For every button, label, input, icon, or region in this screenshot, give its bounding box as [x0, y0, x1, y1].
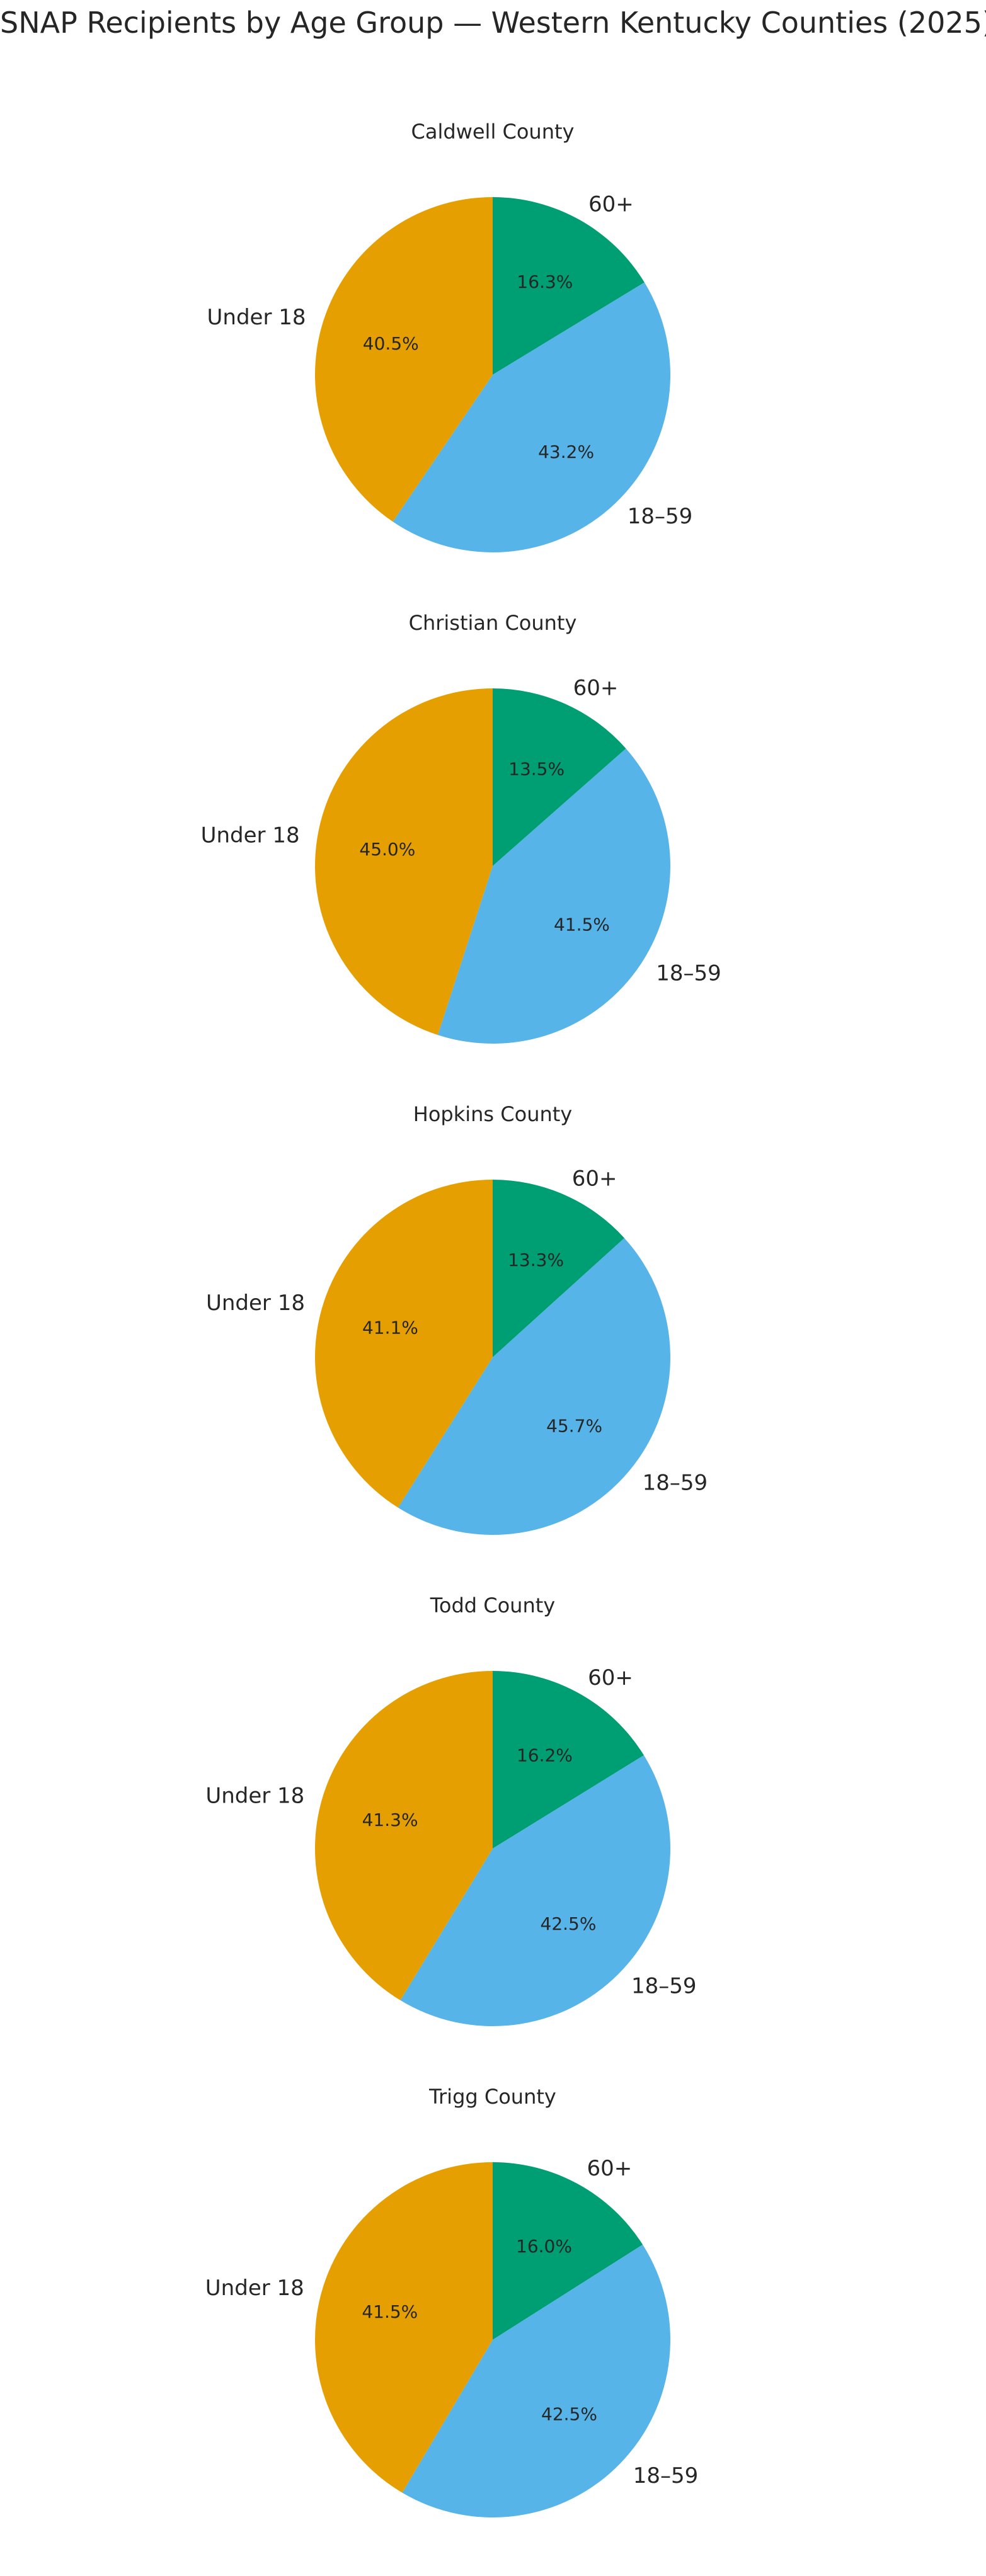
pie-slice-under-18: [314, 2162, 493, 2493]
pie-title: Christian County: [409, 611, 577, 635]
pie-category-label: 18–59: [656, 960, 721, 986]
pie-slice-60-plus: [493, 688, 626, 866]
pie-category-label: 60+: [573, 675, 619, 700]
pie-percent-label: 41.5%: [362, 2301, 418, 2322]
pie-category-label: 60+: [588, 1665, 633, 1690]
pie-percent-label: 40.5%: [363, 333, 419, 354]
pie-percent-label: 16.0%: [516, 2236, 572, 2257]
pie-category-label: Under 18: [201, 823, 300, 848]
pie-category-label: 60+: [587, 2156, 632, 2181]
pie-slice-18-59: [398, 1238, 670, 1536]
pie-category-label: 18–59: [628, 504, 693, 529]
pie-chart-todd-county: Todd County 16.2% 60+ 42.5% 18–59 41.3% Under …: [205, 1593, 697, 2027]
pie-title: Todd County: [430, 1593, 555, 1617]
pie-chart-hopkins-county: Hopkins County 13.3% 60+ 45.7% 18–59 41.1% Und…: [206, 1102, 708, 1536]
pie-slice-60-plus: [493, 1180, 625, 1357]
pie-slice-60-plus: [493, 197, 645, 375]
pie-title: Trigg County: [428, 2085, 556, 2109]
pie-slice-60-plus: [493, 1671, 644, 1849]
pie-chart-christian-county: Christian County 13.5% 60+ 41.5% 18–59 45.0% U…: [201, 611, 721, 1044]
pie-category-label: 18–59: [643, 1470, 708, 1495]
pie-category-label: Under 18: [205, 1783, 304, 1808]
pie-percent-label: 45.0%: [359, 839, 415, 860]
pie-slice-18-59: [400, 1755, 671, 2027]
pie-category-label: 60+: [572, 1166, 617, 1191]
pie-slice-18-59: [437, 748, 670, 1044]
pie-percent-label: 41.1%: [362, 1318, 418, 1338]
pie-slice-under-18: [314, 1180, 493, 1508]
pie-percent-label: 16.3%: [517, 271, 573, 292]
pie-category-label: Under 18: [206, 1291, 305, 1316]
pie-category-label: 18–59: [631, 1974, 697, 1999]
pie-category-label: 18–59: [633, 2463, 699, 2488]
pie-slice-60-plus: [493, 2162, 643, 2340]
pie-slice-under-18: [314, 197, 493, 522]
pie-title: Caldwell County: [411, 120, 575, 144]
pie-slice-under-18: [314, 688, 493, 1035]
pie-chart-caldwell-county: Caldwell County 16.3% 60+ 43.2% 18–59 40.5% Un…: [207, 120, 693, 553]
pie-percent-label: 45.7%: [546, 1415, 602, 1436]
pie-chart-trigg-county: Trigg County 16.0% 60+ 42.5% 18–59 41.5% Under…: [205, 2085, 698, 2517]
pie-title: Hopkins County: [413, 1102, 572, 1126]
figure-title: SNAP Recipients by Age Group — Western K…: [0, 6, 986, 40]
pie-percent-label: 43.2%: [538, 442, 594, 462]
pie-percent-label: 42.5%: [541, 1913, 597, 1934]
pie-percent-label: 42.5%: [541, 2403, 597, 2424]
pie-category-label: Under 18: [205, 2276, 304, 2301]
pie-percent-label: 16.2%: [517, 1745, 573, 1766]
pie-percent-label: 41.5%: [554, 914, 610, 935]
pie-slice-under-18: [314, 1671, 493, 2000]
pie-percent-label: 13.5%: [508, 758, 565, 779]
pie-percent-label: 41.3%: [362, 1809, 418, 1830]
pie-category-label: 60+: [588, 192, 634, 217]
pie-category-label: Under 18: [207, 305, 306, 330]
pie-slice-18-59: [393, 282, 671, 553]
pie-slice-18-59: [402, 2244, 670, 2517]
pie-percent-label: 13.3%: [508, 1250, 564, 1270]
